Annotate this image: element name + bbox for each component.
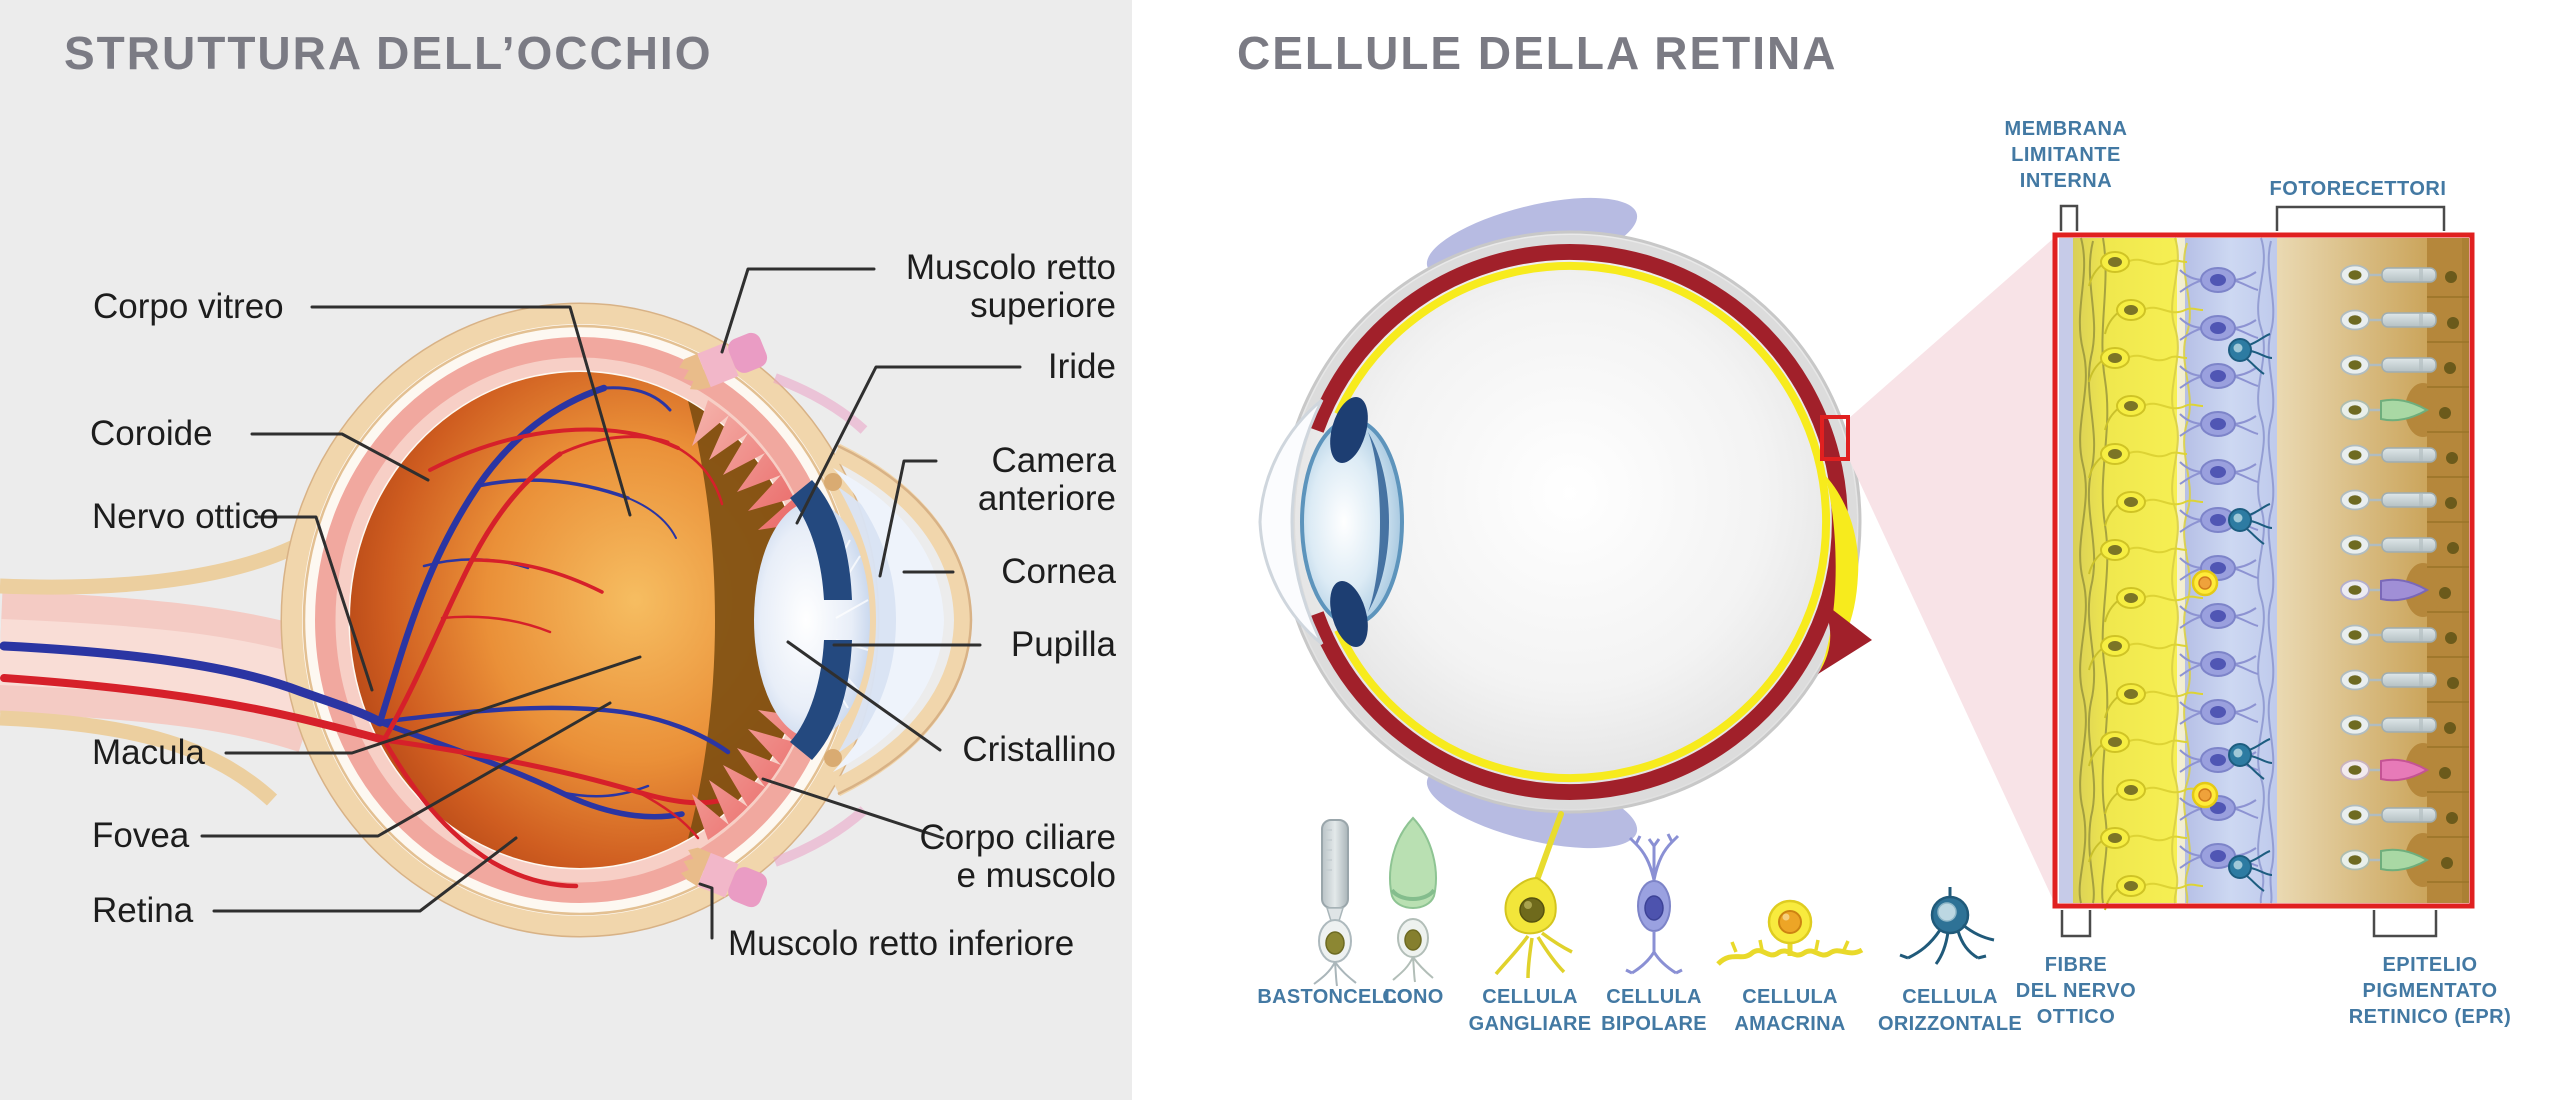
label-corpo-vitreo: Corpo vitreo (93, 287, 284, 326)
label-fibre-del-nervo-ottico: FIBRE DEL NERVO OTTICO (2015, 954, 2137, 1028)
label-corpo-ciliare: Corpo ciliare e muscolo (919, 818, 1116, 895)
rod-icon (1313, 819, 1357, 987)
label-iride: Iride (1047, 347, 1116, 386)
legend-label-bastoncello: BASTONCELLO (1257, 986, 1413, 1008)
magnification-fan (1848, 237, 2055, 904)
label-cristallino: Cristallino (962, 730, 1116, 769)
horizontal-cell-icon (1899, 887, 1995, 965)
superior-rectus-muscle (679, 332, 768, 390)
label-membrana-limitante-interna: MEMBRANA LIMITANTE INTERNA (2004, 118, 2128, 192)
label-epitelio-pigmentato: EPITELIO PIGMENTATO RETINICO (EPR) (2348, 954, 2512, 1028)
legend-label-cellula-gangliare: CELLULA GANGLIARE (1468, 986, 1592, 1035)
left-panel-title: STRUTTURA DELL’OCCHIO (64, 27, 713, 79)
amacrine-cell-icon (1716, 899, 1864, 966)
label-macula: Macula (92, 733, 205, 772)
retina-layers-detail-panel (2052, 232, 2475, 911)
retinal-vessels-red (0, 427, 725, 889)
label-camera-anteriore: Camera anteriore (977, 441, 1116, 518)
sampled-retina-region-box (1820, 415, 1850, 461)
label-coroide: Coroide (90, 414, 213, 453)
legend-label-cellula-bipolare: CELLULA BIPOLARE (1601, 986, 1707, 1035)
label-retina: Retina (92, 891, 194, 930)
label-pupilla: Pupilla (1010, 625, 1116, 664)
right-panel-title: CELLULE DELLA RETINA (1237, 27, 1838, 79)
cell-legend-icons (1313, 811, 1995, 987)
eye-cross-section-illustration (0, 302, 973, 938)
label-muscolo-retto-superiore: Muscolo retto superiore (905, 248, 1116, 325)
legend-label-cono: CONO (1382, 986, 1444, 1008)
left-panel-leader-lines (200, 267, 1022, 940)
label-cornea: Cornea (1001, 552, 1116, 591)
label-fotorecettori: FOTORECETTORI (2269, 178, 2447, 200)
legend-label-cellula-amacrina: CELLULA AMACRINA (1734, 986, 1846, 1035)
bipolar-cell-icon (1625, 833, 1683, 975)
eye-side-view-illustration (1258, 197, 1872, 849)
layer-brackets (2059, 204, 2446, 938)
label-fovea: Fovea (92, 816, 190, 855)
ganglion-cell-icon (1494, 811, 1573, 979)
cone-icon (1389, 816, 1437, 983)
retinal-vessels-blue (0, 384, 731, 820)
label-nervo-ottico: Nervo ottico (92, 497, 279, 536)
legend-label-cellula-orizzontale: CELLULA ORIZZONTALE (1877, 986, 2023, 1035)
label-muscolo-retto-inferiore: Muscolo retto inferiore (728, 924, 1075, 963)
